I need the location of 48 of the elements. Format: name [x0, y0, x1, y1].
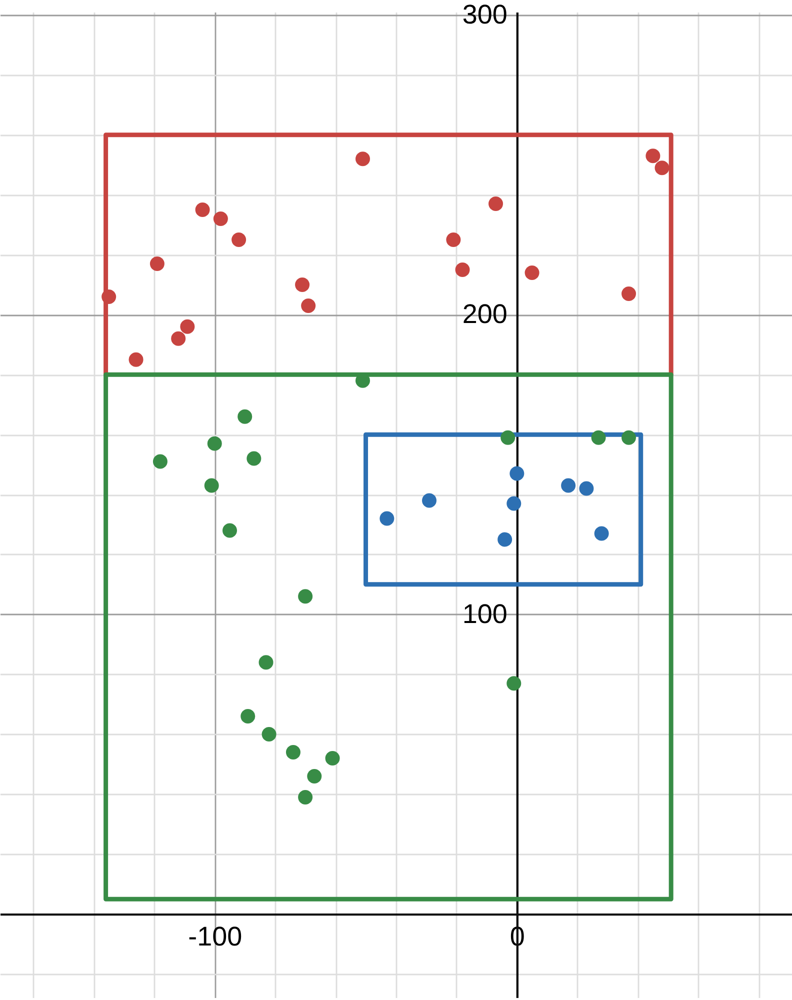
point — [524, 266, 540, 280]
point — [307, 768, 322, 784]
point — [325, 751, 340, 766]
point — [222, 523, 237, 538]
point — [455, 262, 470, 277]
point — [622, 430, 636, 445]
point — [246, 451, 262, 466]
point — [195, 202, 210, 218]
y-tick-label: 300 — [462, 0, 508, 30]
point — [298, 589, 313, 604]
point — [238, 409, 252, 424]
point — [128, 352, 144, 367]
point — [510, 466, 524, 481]
point — [488, 196, 503, 212]
point — [213, 212, 228, 226]
y-tick-label: 200 — [462, 299, 508, 330]
point — [506, 496, 522, 511]
point — [380, 511, 394, 526]
point — [180, 319, 195, 334]
point — [262, 727, 276, 742]
point — [150, 256, 164, 271]
point — [579, 481, 594, 496]
x-tick-label: -100 — [188, 922, 242, 952]
point — [295, 277, 310, 292]
point — [500, 430, 516, 445]
point — [561, 478, 576, 493]
point — [207, 436, 222, 451]
point — [646, 148, 660, 164]
y-tick-label: 100 — [462, 598, 508, 629]
point — [171, 331, 186, 346]
point — [498, 532, 512, 547]
point — [258, 655, 274, 670]
point — [152, 454, 168, 469]
point — [654, 160, 670, 176]
point — [356, 152, 370, 166]
point — [102, 289, 116, 304]
point — [298, 790, 313, 804]
point — [240, 709, 256, 724]
point — [422, 493, 436, 508]
point — [591, 430, 606, 445]
point — [446, 232, 461, 247]
point — [622, 286, 636, 301]
point — [286, 745, 300, 760]
point — [204, 478, 219, 493]
point — [506, 676, 522, 691]
point — [232, 232, 246, 247]
point — [594, 526, 609, 541]
point — [301, 298, 316, 313]
